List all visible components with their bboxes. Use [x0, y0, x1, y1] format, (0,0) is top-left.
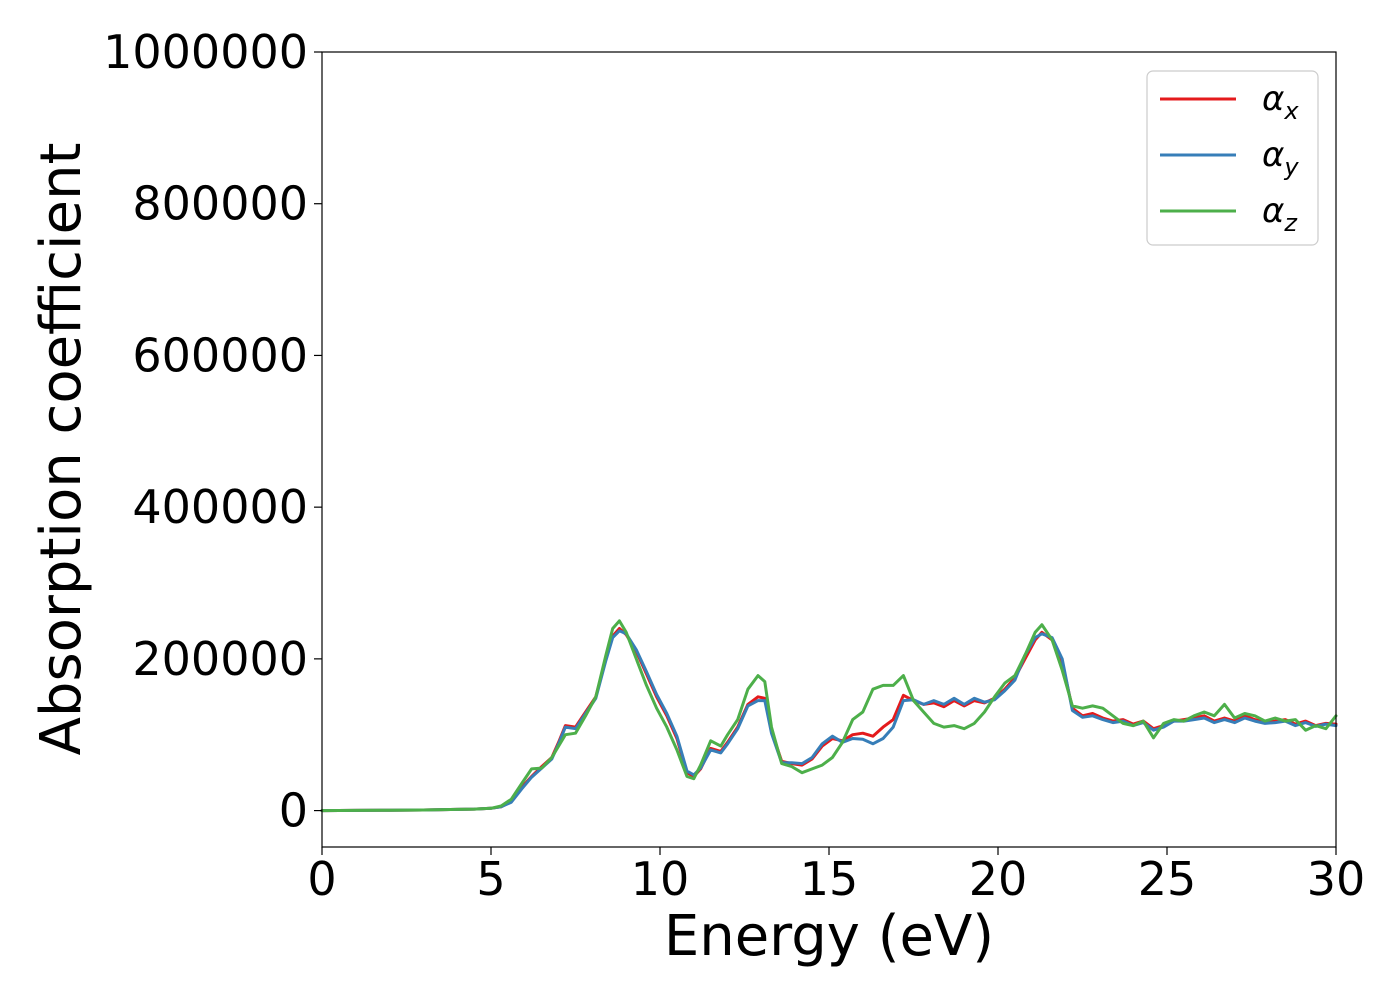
y-tick-label: 600000 [132, 328, 308, 382]
y-tick-label: 800000 [132, 177, 308, 231]
x-tick-label: 10 [631, 852, 690, 906]
y-tick-label: 200000 [132, 632, 308, 686]
x-tick-label: 25 [1138, 852, 1197, 906]
y-tick-label: 400000 [132, 480, 308, 534]
y-axis-title: Absorption coefficient [29, 143, 94, 756]
y-tick-label: 0 [279, 784, 308, 838]
x-tick-label: 0 [307, 852, 336, 906]
y-tick-label: 1000000 [103, 25, 308, 79]
series-line-z [320, 619, 1338, 813]
x-axis-title: Energy (eV) [664, 904, 994, 969]
legend-box [1146, 70, 1319, 246]
series-lines [320, 619, 1338, 813]
axis-ticks: 0 5 10 15 20 25 30 0 200000 400000 600000 800000 100… [103, 25, 1365, 906]
x-tick-label: 5 [476, 852, 505, 906]
x-tick-label: 20 [969, 852, 1028, 906]
x-tick-label: 15 [800, 852, 859, 906]
x-tick-label: 30 [1307, 852, 1366, 906]
